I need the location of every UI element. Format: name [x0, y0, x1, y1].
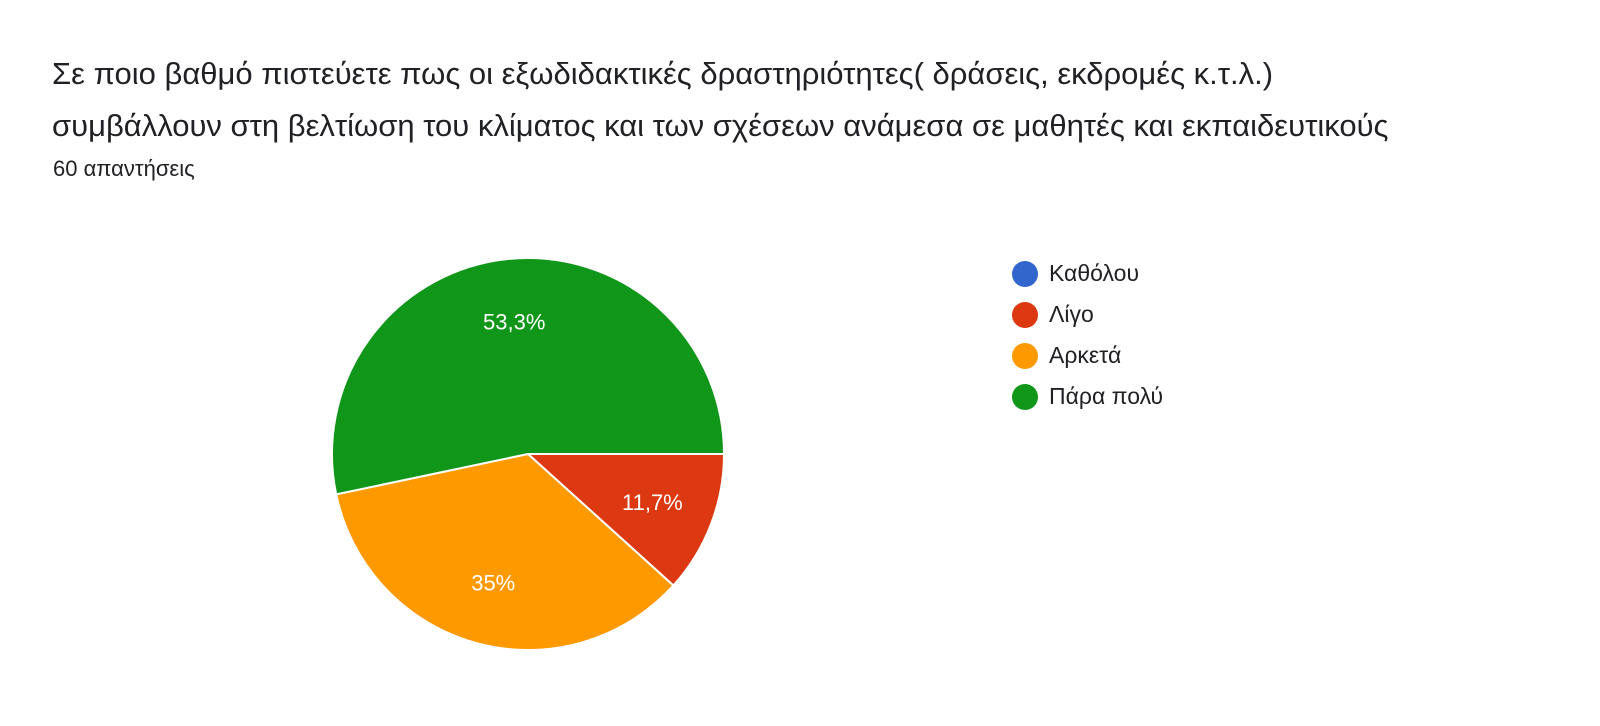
- pie-slice-label-3: 35%: [471, 571, 515, 596]
- question-title-line-2: συμβάλλουν στη βελτίωση του κλίματος και…: [52, 108, 1389, 143]
- legend-label: Λίγο: [1049, 301, 1094, 327]
- legend-swatch-icon: [1012, 342, 1038, 369]
- pie-slice-3: [335, 452, 675, 651]
- legend-item-3[interactable]: Αρκετά: [1012, 335, 1163, 376]
- chart-legend: Καθόλου Λίγο Αρκετά Πάρα πολύ: [1012, 253, 1163, 417]
- pie-slice-2: [525, 453, 726, 587]
- legend-item-1[interactable]: Καθόλου: [1012, 253, 1163, 294]
- legend-swatch-icon: [1012, 383, 1038, 410]
- legend-label: Καθόλου: [1049, 260, 1140, 286]
- legend-item-4[interactable]: Πάρα πολύ: [1012, 376, 1163, 417]
- pie-slice-label-2: 11,7%: [622, 490, 683, 515]
- legend-item-2[interactable]: Λίγο: [1012, 294, 1163, 335]
- legend-label: Αρκετά: [1049, 342, 1122, 368]
- pie-slice-4: [331, 257, 726, 496]
- response-count: 60 απαντήσεις: [53, 156, 195, 181]
- legend-label: Πάρα πολύ: [1049, 383, 1164, 409]
- pie-slice-label-4: 53,3%: [483, 309, 545, 334]
- legend-swatch-icon: [1012, 301, 1038, 328]
- question-title: Σε ποιο βαθμό πιστεύετε πως οι εξωδιδακτ…: [52, 48, 1572, 152]
- question-title-line-1: Σε ποιο βαθμό πιστεύετε πως οι εξωδιδακτ…: [52, 56, 1274, 91]
- legend-swatch-icon: [1012, 260, 1038, 287]
